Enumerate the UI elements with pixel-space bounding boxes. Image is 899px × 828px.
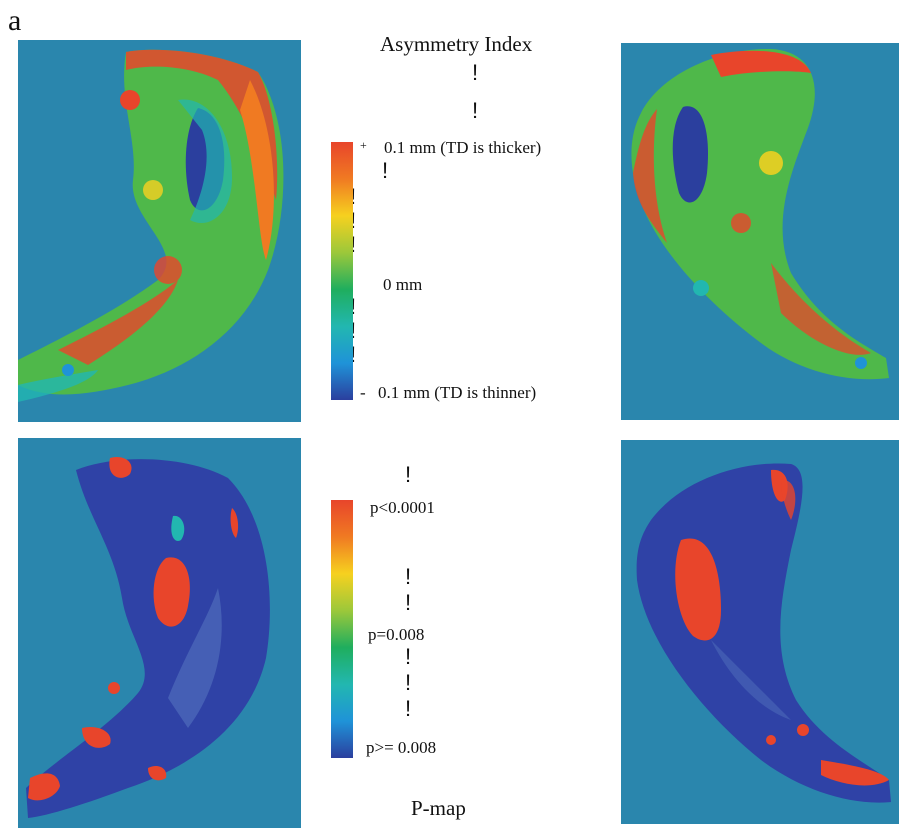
colorbar-label-mid: 0 mm: [383, 275, 423, 294]
exclamation-mark: !: [405, 644, 412, 669]
exclamation-mark: !: [350, 208, 357, 233]
pmap-label-bottom: p>= 0.008: [366, 738, 437, 757]
exclamation-mark: !: [350, 318, 357, 343]
asymmetry-right-surface: [631, 48, 889, 380]
pmap-left-surface: [26, 456, 270, 818]
pmap-left-panel: [18, 438, 301, 828]
asymmetry-colorbar: [331, 142, 353, 400]
panel-label: a: [8, 4, 22, 37]
exclamation-mark: !: [350, 342, 357, 367]
pmap-label-mid: p=0.008: [368, 625, 425, 644]
exclamation-mark: !: [405, 696, 412, 721]
exclamation-mark: !: [472, 60, 479, 85]
exclamation-mark: !: [405, 462, 412, 487]
colorbar-minus-sign: -: [360, 383, 366, 402]
pmap-label-top: p<0.0001: [370, 498, 435, 517]
colorbar-plus-sign: +: [360, 138, 367, 152]
asymmetry-right-panel: [621, 43, 899, 420]
asymmetry-left-panel: [18, 40, 301, 422]
exclamation-mark: !: [350, 232, 357, 257]
colorbar-label-top: 0.1 mm (TD is thicker): [384, 138, 542, 157]
exclamation-mark: !: [382, 158, 389, 183]
pmap-colorbar: [331, 500, 353, 758]
exclamation-mark: !: [350, 294, 357, 319]
exclamation-mark: !: [472, 98, 479, 123]
asymmetry-left-surface: [18, 49, 284, 402]
pmap-title: P-map: [411, 796, 466, 820]
exclamation-mark: !: [405, 590, 412, 615]
exclamation-mark: !: [405, 564, 412, 589]
colorbar-label-bottom: 0.1 mm (TD is thinner): [378, 383, 537, 402]
exclamation-mark: !: [350, 184, 357, 209]
pmap-right-panel: [621, 440, 899, 824]
pmap-right-surface: [636, 463, 891, 803]
asymmetry-index-title: Asymmetry Index: [380, 32, 533, 56]
exclamation-mark: !: [405, 670, 412, 695]
